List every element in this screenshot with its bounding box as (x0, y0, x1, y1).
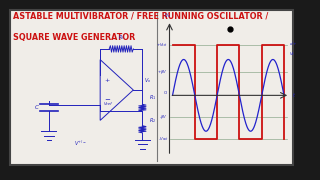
Text: ASTABLE MULTIVIBRATOR / FREE RUNNING OSCILLATOR /: ASTABLE MULTIVIBRATOR / FREE RUNNING OSC… (13, 11, 268, 20)
Text: −: − (104, 97, 110, 103)
Text: $V_o$: $V_o$ (144, 76, 151, 85)
Text: +$\beta V$: +$\beta V$ (157, 68, 168, 76)
Text: O: O (164, 91, 167, 95)
Text: +$V_{sat}$: +$V_{sat}$ (156, 42, 168, 49)
Text: -$V_{sat}$: -$V_{sat}$ (158, 135, 168, 143)
Text: $R_2$: $R_2$ (149, 116, 156, 125)
Text: $R_1$: $R_1$ (149, 93, 156, 102)
Text: SQUARE WAVE GENERATOR: SQUARE WAVE GENERATOR (13, 33, 135, 42)
Text: $V_c$: $V_c$ (289, 50, 295, 58)
Text: $d+$: $d+$ (289, 40, 297, 47)
Text: Vref: Vref (103, 102, 112, 106)
Text: -$\beta V$: -$\beta V$ (159, 113, 168, 121)
Text: $t$: $t$ (292, 91, 296, 99)
Text: $R_f$: $R_f$ (118, 33, 125, 42)
FancyBboxPatch shape (10, 10, 293, 165)
Text: +: + (104, 78, 109, 83)
Text: $V^{+/-}$: $V^{+/-}$ (74, 139, 87, 148)
Text: $V_o$: $V_o$ (164, 11, 172, 20)
Text: C: C (35, 105, 39, 110)
